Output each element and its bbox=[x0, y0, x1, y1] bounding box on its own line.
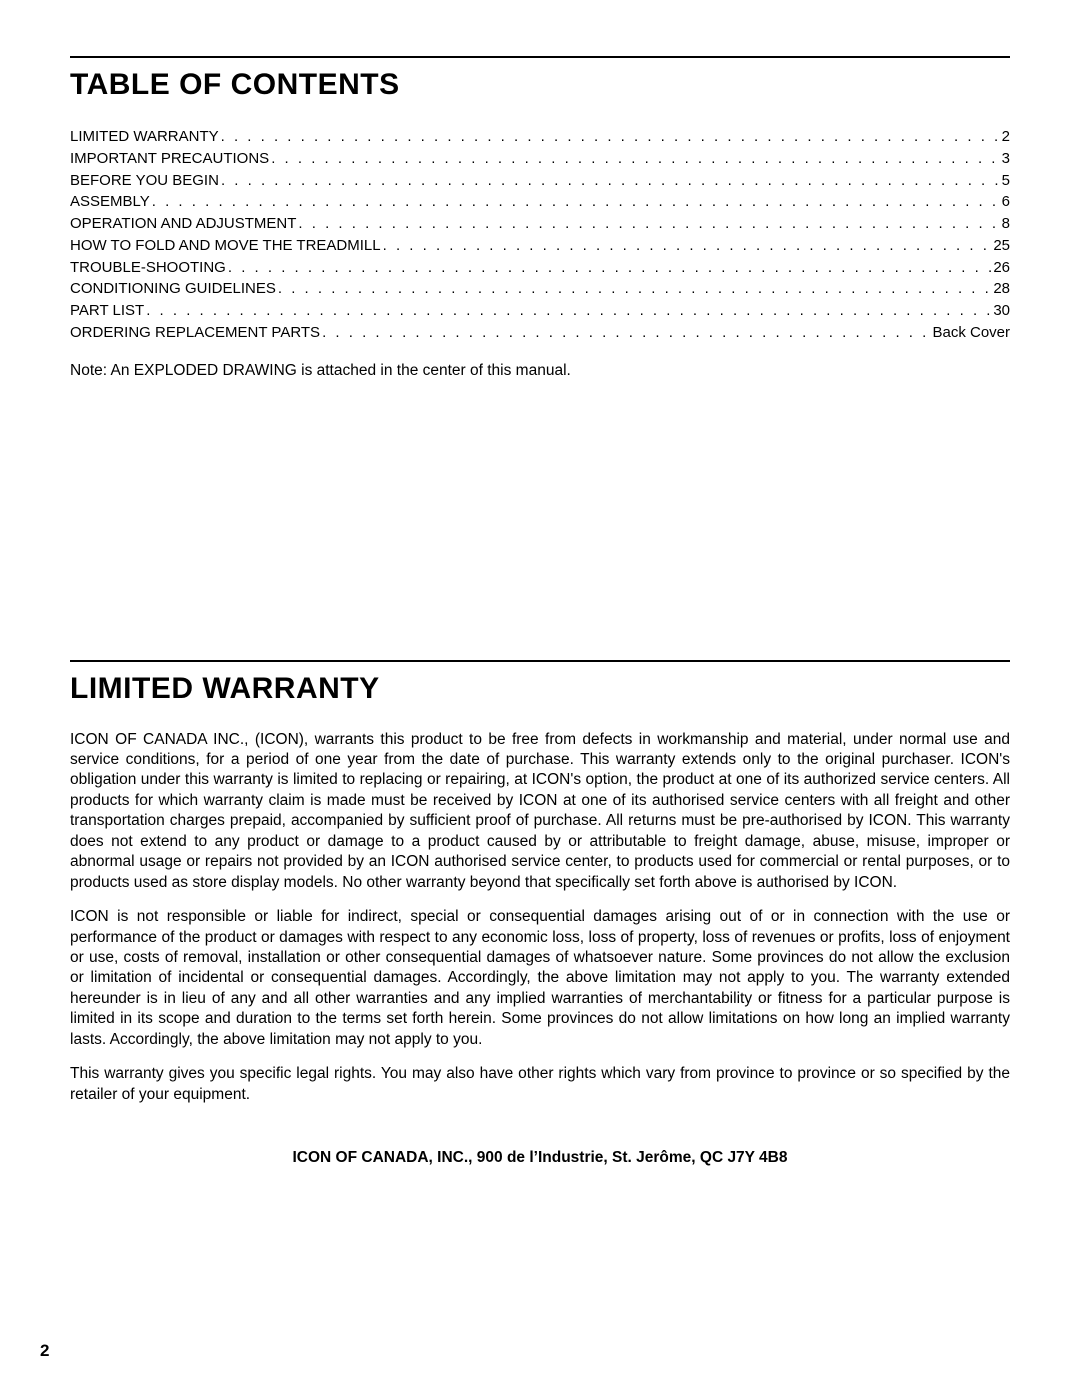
company-address: ICON OF CANADA, INC., 900 de l’Industrie… bbox=[70, 1149, 1010, 1167]
toc-item: TROUBLE-SHOOTING 26 bbox=[70, 257, 1010, 279]
toc-item-page: 2 bbox=[1002, 126, 1010, 148]
toc-leader-dots bbox=[150, 191, 1002, 213]
toc-list: LIMITED WARRANTY 2 IMPORTANT PRECAUTIONS… bbox=[70, 126, 1010, 344]
warranty-paragraph: ICON is not responsible or liable for in… bbox=[70, 907, 1010, 1050]
toc-item: BEFORE YOU BEGIN 5 bbox=[70, 170, 1010, 192]
toc-leader-dots bbox=[226, 257, 993, 279]
toc-item-label: ASSEMBLY bbox=[70, 191, 150, 213]
toc-item-label: PART LIST bbox=[70, 300, 144, 322]
toc-leader-dots bbox=[296, 213, 1001, 235]
toc-leader-dots bbox=[219, 126, 1002, 148]
toc-leader-dots bbox=[144, 300, 993, 322]
toc-item: IMPORTANT PRECAUTIONS 3 bbox=[70, 148, 1010, 170]
toc-leader-dots bbox=[381, 235, 994, 257]
toc-leader-dots bbox=[269, 148, 1001, 170]
toc-item: ASSEMBLY 6 bbox=[70, 191, 1010, 213]
toc-leader-dots bbox=[219, 170, 1002, 192]
warranty-title: LIMITED WARRANTY bbox=[70, 672, 1010, 706]
toc-item-page: 25 bbox=[993, 235, 1010, 257]
section-gap bbox=[70, 380, 1010, 660]
toc-item: LIMITED WARRANTY 2 bbox=[70, 126, 1010, 148]
toc-item: PART LIST 30 bbox=[70, 300, 1010, 322]
toc-item-page: 30 bbox=[993, 300, 1010, 322]
toc-item-label: OPERATION AND ADJUSTMENT bbox=[70, 213, 296, 235]
toc-item-page: 5 bbox=[1002, 170, 1010, 192]
page-number: 2 bbox=[40, 1341, 49, 1361]
toc-leader-dots bbox=[276, 278, 993, 300]
toc-item-label: TROUBLE-SHOOTING bbox=[70, 257, 226, 279]
toc-item: HOW TO FOLD AND MOVE THE TREADMILL 25 bbox=[70, 235, 1010, 257]
toc-item-label: HOW TO FOLD AND MOVE THE TREADMILL bbox=[70, 235, 381, 257]
toc-item-page: 28 bbox=[993, 278, 1010, 300]
toc-item-label: ORDERING REPLACEMENT PARTS bbox=[70, 322, 320, 344]
warranty-paragraph: This warranty gives you specific legal r… bbox=[70, 1064, 1010, 1105]
toc-item-page: 3 bbox=[1002, 148, 1010, 170]
toc-item-page: 6 bbox=[1002, 191, 1010, 213]
toc-item-label: BEFORE YOU BEGIN bbox=[70, 170, 219, 192]
warranty-paragraph: ICON OF CANADA INC., (ICON), warrants th… bbox=[70, 730, 1010, 894]
toc-item: ORDERING REPLACEMENT PARTS Back Cover bbox=[70, 322, 1010, 344]
toc-item-label: LIMITED WARRANTY bbox=[70, 126, 219, 148]
toc-note: Note: An EXPLODED DRAWING is attached in… bbox=[70, 362, 1010, 380]
toc-item-page: 8 bbox=[1002, 213, 1010, 235]
toc-leader-dots bbox=[320, 322, 932, 344]
toc-item-page: 26 bbox=[993, 257, 1010, 279]
warranty-rule-top bbox=[70, 660, 1010, 662]
toc-item-label: IMPORTANT PRECAUTIONS bbox=[70, 148, 269, 170]
toc-item-label: CONDITIONING GUIDELINES bbox=[70, 278, 276, 300]
toc-item-page: Back Cover bbox=[932, 322, 1010, 344]
toc-title: TABLE OF CONTENTS bbox=[70, 68, 1010, 102]
toc-rule-top bbox=[70, 56, 1010, 58]
toc-item: CONDITIONING GUIDELINES 28 bbox=[70, 278, 1010, 300]
toc-item: OPERATION AND ADJUSTMENT 8 bbox=[70, 213, 1010, 235]
